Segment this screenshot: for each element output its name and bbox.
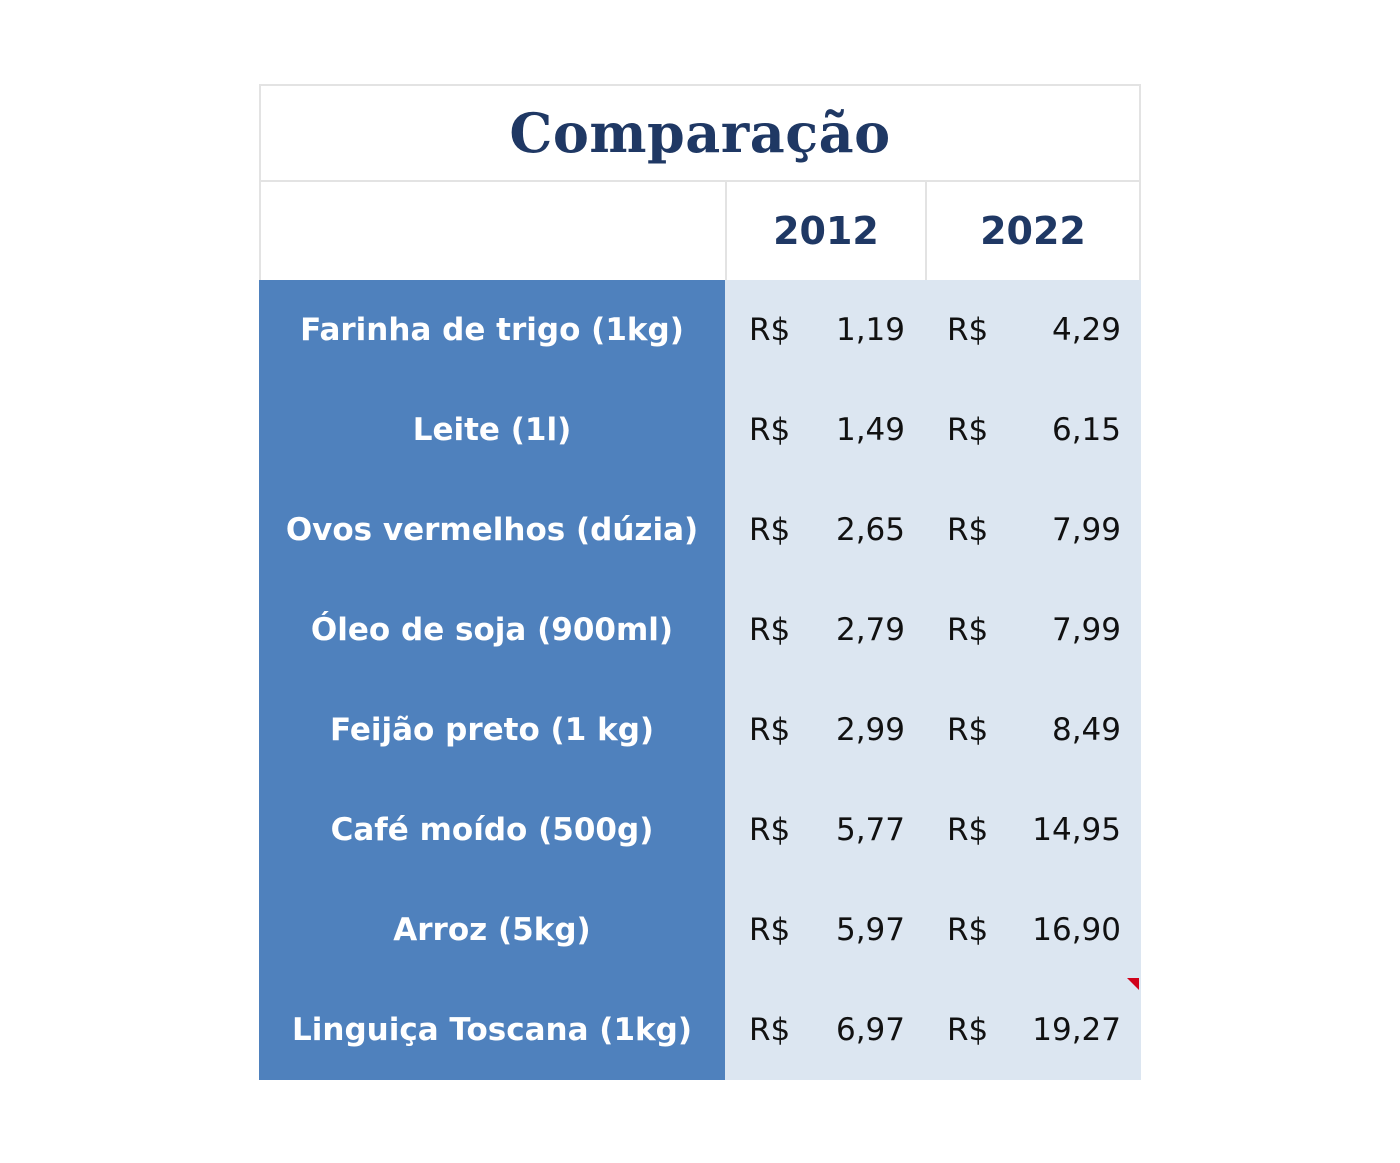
currency-symbol-2022: R$ <box>947 712 989 748</box>
header-blank-cell <box>259 182 725 280</box>
label-column-background <box>259 280 725 1080</box>
row-label: Feijão preto (1 kg) <box>329 712 655 748</box>
table-row: Feijão preto (1 kg) R$ 2,99 R$ 8,49 <box>259 680 1141 780</box>
row-label: Leite (1l) <box>412 412 572 448</box>
currency-symbol-2022: R$ <box>947 812 989 848</box>
price-2022: 6,15 <box>1051 412 1121 448</box>
table-title: Comparação <box>509 101 891 165</box>
currency-symbol-2012: R$ <box>749 412 791 448</box>
currency-symbol-2022: R$ <box>947 512 989 548</box>
price-2012: 5,77 <box>835 812 905 848</box>
table-row: Linguiça Toscana (1kg) R$ 6,97 R$ 19,27 <box>259 980 1141 1080</box>
price-2022: 7,99 <box>1051 512 1121 548</box>
currency-symbol-2012: R$ <box>749 712 791 748</box>
currency-symbol-2022: R$ <box>947 912 989 948</box>
currency-symbol-2012: R$ <box>749 1012 791 1048</box>
table-row: Óleo de soja (900ml) R$ 2,79 R$ 7,99 <box>259 580 1141 680</box>
currency-symbol-2022: R$ <box>947 612 989 648</box>
title-cell: Comparação <box>259 84 1141 182</box>
price-2022: 8,49 <box>1051 712 1121 748</box>
header-year-2022: 2022 <box>925 182 1141 280</box>
header-row: 2012 2022 <box>259 182 1141 280</box>
table-row: Arroz (5kg) R$ 5,97 R$ 16,90 <box>259 880 1141 980</box>
table-body: Farinha de trigo (1kg) R$ 1,19 R$ 4,29 L… <box>259 280 1141 1080</box>
row-label: Farinha de trigo (1kg) <box>300 312 684 348</box>
price-2022: 7,99 <box>1051 612 1121 648</box>
price-2012: 2,65 <box>835 512 905 548</box>
row-label: Café moído (500g) <box>330 812 654 848</box>
price-2012: 2,99 <box>835 712 905 748</box>
currency-symbol-2012: R$ <box>749 812 791 848</box>
price-2022: 14,95 <box>1032 812 1121 848</box>
table-row: Ovos vermelhos (dúzia) R$ 2,65 R$ 7,99 <box>259 480 1141 580</box>
currency-symbol-2012: R$ <box>749 312 791 348</box>
currency-symbol-2022: R$ <box>947 412 989 448</box>
price-2012: 2,79 <box>835 612 905 648</box>
row-label: Linguiça Toscana (1kg) <box>292 1012 692 1048</box>
currency-symbol-2012: R$ <box>749 612 791 648</box>
price-2012: 1,49 <box>835 412 905 448</box>
currency-symbol-2022: R$ <box>947 1012 989 1048</box>
table-row: Leite (1l) R$ 1,49 R$ 6,15 <box>259 380 1141 480</box>
currency-symbol-2012: R$ <box>749 512 791 548</box>
currency-symbol-2012: R$ <box>749 912 791 948</box>
row-label: Arroz (5kg) <box>393 912 591 948</box>
price-2022: 4,29 <box>1051 312 1121 348</box>
row-label: Óleo de soja (900ml) <box>310 612 674 648</box>
currency-symbol-2022: R$ <box>947 312 989 348</box>
comparison-table: Comparação 2012 2022 Farinha de trigo (1… <box>259 84 1141 1080</box>
price-2012: 5,97 <box>835 912 905 948</box>
price-2012: 1,19 <box>835 312 905 348</box>
value-column-background <box>725 280 1141 1080</box>
price-2022: 19,27 <box>1032 1012 1121 1048</box>
comment-indicator-icon[interactable] <box>1127 978 1139 990</box>
table-row: Café moído (500g) R$ 5,77 R$ 14,95 <box>259 780 1141 880</box>
price-2012: 6,97 <box>835 1012 905 1048</box>
table-row: Farinha de trigo (1kg) R$ 1,19 R$ 4,29 <box>259 280 1141 380</box>
price-2022: 16,90 <box>1032 912 1121 948</box>
header-year-2012: 2012 <box>725 182 925 280</box>
row-label: Ovos vermelhos (dúzia) <box>285 512 699 548</box>
